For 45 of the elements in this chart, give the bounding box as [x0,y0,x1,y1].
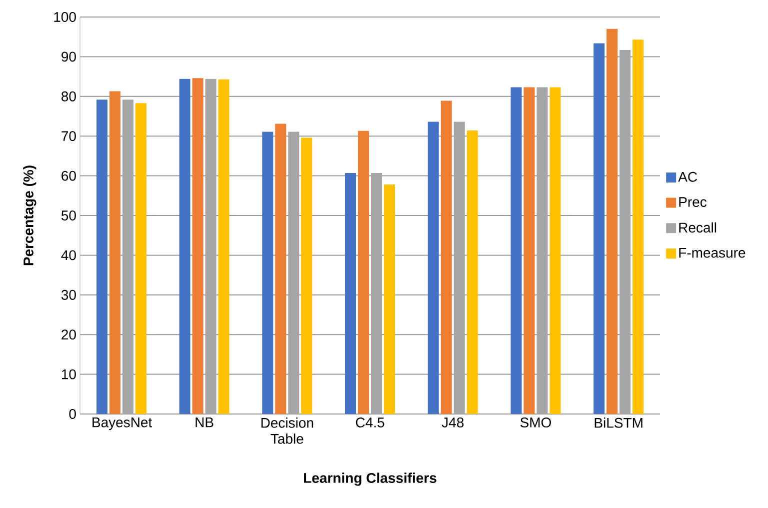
bar [440,100,452,414]
bar [262,132,274,414]
legend-label: Recall [679,222,716,233]
legend-label: Prec [679,197,707,207]
legend-label: AC [678,172,698,182]
y-tick-label: 0 [69,409,76,419]
x-tick-label: J48 [442,418,464,428]
x-tick-label: NB [196,418,214,428]
bar [524,87,535,414]
bar [96,100,108,414]
y-tick-label: 100 [54,12,76,22]
bar [466,130,478,414]
y-tick-label: 40 [61,250,76,260]
y-tick-label: 60 [62,170,76,181]
y-tick-label: 70 [62,131,76,142]
bar [135,103,146,414]
y-tick-label: 80 [62,91,76,102]
bar [550,87,561,414]
y-tick-label: 20 [62,330,76,340]
bar [428,122,439,414]
bar [345,173,356,414]
bar [301,138,312,414]
x-axis-title: Learning Classifiers [304,472,436,486]
bar [358,130,370,414]
legend-label: F-measure [679,248,746,258]
y-tick-label: 50 [61,210,76,220]
bar [606,28,618,414]
bar [275,124,286,414]
x-tick-label: BiLSTM [594,418,642,428]
x-tick-label: BayesNet [92,418,152,430]
y-axis-title: Percentage (%) [23,166,36,266]
bar [179,78,190,414]
bar [218,79,230,414]
x-tick-label: C4.5 [356,418,384,428]
x-tick-label: SMO [520,418,551,428]
bar [192,78,204,414]
bar [109,91,120,414]
y-tick-label: 90 [62,52,76,62]
bar [632,40,644,414]
bar [594,43,605,414]
bar [384,184,396,414]
y-tick-label: 30 [61,290,76,300]
bar [510,87,522,414]
x-tick-label: Decision Table [261,418,314,444]
y-tick-label: 10 [62,369,76,380]
